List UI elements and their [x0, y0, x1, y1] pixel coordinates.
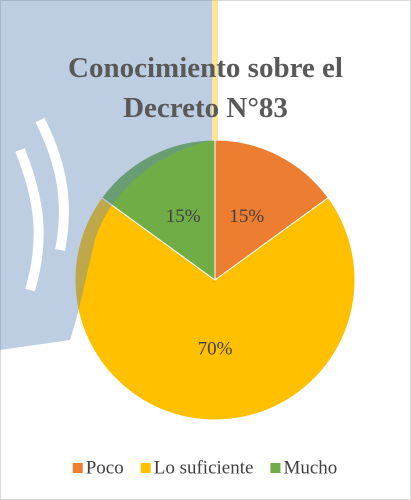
pie: [74, 139, 356, 421]
legend-item: Mucho: [270, 457, 337, 478]
watermark: [0, 0, 218, 350]
data-label: 15%: [166, 206, 201, 227]
legend-swatch: [270, 463, 281, 473]
pie-slice: [101, 139, 216, 281]
legend-swatch: [140, 463, 151, 473]
data-label: 70%: [198, 338, 233, 359]
legend-label: Lo suficiente: [154, 457, 254, 478]
pie-slice: [74, 197, 356, 421]
legend-label: Mucho: [283, 457, 337, 478]
pie-slice: [214, 139, 329, 281]
legend-swatch: [72, 463, 83, 473]
legend-item: Poco: [72, 457, 124, 478]
legend-item: Lo suficiente: [140, 457, 254, 478]
legend-label: Poco: [86, 457, 124, 478]
watermark-shape: [0, 0, 215, 350]
chart-title: Conocimiento sobre el Decreto N°83: [68, 52, 343, 124]
data-label: 15%: [229, 206, 264, 227]
legend: Poco Lo suficiente Mucho: [72, 457, 337, 478]
data-labels: 15% 70% 15%: [166, 206, 265, 359]
watermark-leaves: [15, 117, 69, 292]
